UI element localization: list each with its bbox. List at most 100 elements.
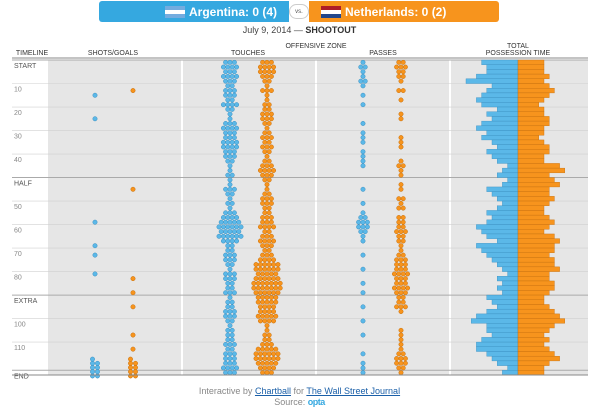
touch-dot-netherlands	[260, 271, 266, 277]
possession-bar-argentina	[476, 97, 519, 103]
possession-bar-netherlands	[517, 365, 545, 371]
touch-dot-netherlands	[262, 332, 268, 338]
possession-bar-argentina	[497, 172, 519, 178]
credit-for: for	[293, 386, 305, 396]
touch-dot-argentina	[227, 78, 233, 84]
pass-dot-netherlands	[400, 271, 406, 277]
touch-dot-netherlands	[266, 266, 272, 272]
possession-bar-argentina	[507, 177, 519, 183]
touch-dot-argentina	[229, 285, 235, 291]
touch-dot-argentina	[229, 332, 235, 338]
netherlands-flag-icon	[321, 5, 341, 18]
touch-dot-netherlands	[253, 356, 259, 361]
touch-dot-argentina	[229, 106, 235, 112]
possession-bar-argentina	[486, 323, 519, 329]
timeline-label-10: 10	[14, 87, 22, 94]
pass-dot-netherlands	[396, 233, 402, 239]
touch-dot-netherlands	[266, 224, 272, 230]
touch-dot-netherlands	[268, 172, 274, 178]
pass-dot-netherlands	[400, 224, 406, 230]
timeline-label-30: 30	[14, 134, 22, 141]
touch-dot-netherlands	[257, 224, 263, 230]
timeline-label-70: 70	[14, 251, 22, 258]
pass-dot-netherlands	[398, 280, 404, 286]
touch-dot-netherlands	[262, 210, 268, 216]
touch-dot-netherlands	[268, 116, 274, 122]
match-subtitle: July 9, 2014 — SHOOTOUT	[0, 25, 599, 35]
shot-dot-netherlands	[130, 88, 136, 94]
possession-bar-argentina	[491, 83, 519, 89]
touch-dot-netherlands	[264, 341, 270, 347]
touch-dot-argentina	[223, 341, 229, 347]
possession-bar-argentina	[491, 153, 519, 159]
pass-dot-argentina	[360, 304, 366, 310]
touch-dot-netherlands	[266, 238, 272, 244]
opta-logo: opta	[307, 397, 326, 407]
touch-dot-netherlands	[260, 200, 266, 206]
touch-dot-argentina	[229, 247, 235, 253]
pass-dot-netherlands	[398, 78, 404, 84]
possession-bar-argentina	[481, 59, 519, 65]
possession-bar-argentina	[476, 125, 519, 131]
chartball-link[interactable]: Chartball	[254, 386, 291, 396]
touch-dot-argentina	[231, 149, 237, 155]
possession-bar-argentina	[476, 313, 519, 319]
touch-dot-netherlands	[257, 266, 263, 272]
touch-dot-argentina	[220, 215, 226, 220]
touch-dot-argentina	[234, 238, 240, 244]
pass-dot-netherlands	[394, 304, 400, 310]
touch-dot-netherlands	[264, 280, 270, 286]
touch-dot-netherlands	[268, 360, 274, 366]
possession-bar-netherlands	[517, 252, 550, 258]
pass-dot-netherlands	[405, 271, 411, 277]
touch-dot-argentina	[229, 233, 235, 239]
header-shots: SHOTS/GOALS	[88, 50, 139, 57]
touch-dot-argentina	[227, 177, 233, 183]
pass-dot-netherlands	[396, 205, 402, 211]
pass-dot-netherlands	[391, 271, 397, 277]
touch-dot-netherlands	[266, 229, 272, 235]
touch-dot-argentina	[227, 219, 233, 225]
possession-bar-netherlands	[517, 149, 550, 155]
touch-dot-argentina	[227, 257, 233, 263]
touch-dot-argentina	[227, 313, 233, 319]
touch-dot-argentina	[234, 215, 240, 220]
touch-dot-argentina	[229, 299, 235, 305]
touch-dot-argentina	[223, 351, 229, 357]
touch-dot-argentina	[231, 92, 237, 98]
pass-dot-netherlands	[396, 238, 402, 244]
shot-dot-netherlands	[130, 304, 136, 310]
netherlands-score-box: Netherlands: 0 (2)	[309, 1, 499, 22]
pass-dot-netherlands	[398, 182, 404, 188]
touch-dot-netherlands	[262, 318, 268, 324]
touch-dot-argentina	[229, 83, 235, 89]
possession-bar-argentina	[502, 290, 519, 296]
wsj-link[interactable]: The Wall Street Journal	[306, 386, 401, 396]
pass-dot-argentina	[358, 215, 364, 220]
possession-bar-netherlands	[517, 210, 545, 216]
pass-dot-netherlands	[400, 74, 406, 79]
pass-dot-netherlands	[398, 186, 404, 192]
header-touches: TOUCHES	[231, 50, 265, 57]
possession-bar-netherlands	[517, 205, 545, 211]
touch-dot-netherlands	[260, 360, 266, 366]
timeline-label-half: HALF	[14, 181, 32, 188]
possession-bar-argentina	[486, 233, 519, 239]
touch-dot-netherlands	[257, 365, 263, 371]
shot-dot-argentina	[90, 360, 95, 366]
possession-bar-argentina	[486, 308, 519, 315]
touch-dot-argentina	[223, 309, 229, 314]
touch-dot-netherlands	[264, 299, 270, 305]
touch-dot-netherlands	[262, 69, 268, 75]
touch-dot-netherlands	[262, 266, 268, 272]
possession-bar-argentina	[481, 120, 519, 127]
pass-dot-netherlands	[396, 59, 402, 65]
touch-dot-argentina	[238, 224, 244, 230]
touch-dot-argentina	[229, 139, 235, 145]
possession-bar-netherlands	[517, 214, 550, 221]
touch-dot-netherlands	[268, 280, 274, 286]
possession-bar-netherlands	[517, 144, 550, 150]
touch-dot-netherlands	[255, 280, 261, 286]
touch-dot-argentina	[227, 163, 233, 169]
touch-dot-netherlands	[268, 135, 274, 141]
